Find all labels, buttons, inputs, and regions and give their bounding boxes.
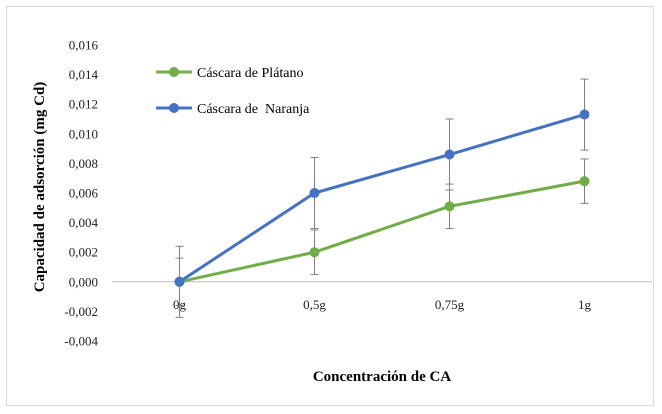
data-point	[579, 109, 590, 120]
series-markers	[174, 109, 590, 287]
y-tick-label: 0,006	[69, 186, 99, 201]
x-axis-ticks: 0g 0,5g 0,75g 1g	[173, 297, 592, 312]
data-point	[579, 176, 590, 187]
series-line-1	[178, 113, 585, 284]
y-tick-label: -0,002	[64, 304, 98, 319]
data-point	[444, 201, 455, 212]
legend-label-platano: Cáscara de Plátano	[197, 66, 304, 81]
y-tick-label: 0,002	[69, 245, 98, 260]
data-point	[174, 276, 185, 287]
x-axis-title: Concentración de CA	[313, 369, 451, 385]
x-tick-label: 1g	[578, 297, 592, 312]
y-tick-label: 0,016	[69, 38, 99, 53]
legend-item-platano: Cáscara de Plátano	[156, 66, 304, 81]
data-point	[309, 247, 320, 258]
legend-item-naranja: Cáscara de Naranja	[156, 102, 310, 117]
y-tick-label: 0,000	[69, 274, 98, 289]
y-axis-ticks: -0,004 -0,002 0,000 0,002 0,004 0,006 0,008 0,0…	[64, 38, 98, 349]
y-tick-label: 0,012	[69, 97, 98, 112]
legend-label-naranja: Cáscara de Naranja	[197, 102, 310, 117]
data-point	[309, 188, 320, 198]
series-lines	[178, 113, 585, 284]
x-tick-label: 0,5g	[303, 297, 326, 312]
y-tick-label: 0,014	[69, 67, 99, 82]
y-tick-label: 0,008	[69, 156, 98, 171]
chart-frame	[6, 6, 654, 406]
legend-swatch-marker	[169, 103, 179, 113]
y-tick-label: 0,010	[69, 126, 98, 141]
x-tick-label: 0,75g	[435, 297, 465, 312]
legend: Cáscara de Plátano Cáscara de Naranja	[156, 66, 310, 117]
legend-swatch-marker	[169, 67, 179, 77]
series-line-0	[179, 179, 585, 284]
y-axis-title: Capacidad de adsorción (mg Cd)	[32, 82, 48, 293]
y-tick-label: -0,004	[64, 334, 98, 349]
data-point	[444, 149, 455, 160]
y-tick-label: 0,004	[69, 215, 99, 230]
